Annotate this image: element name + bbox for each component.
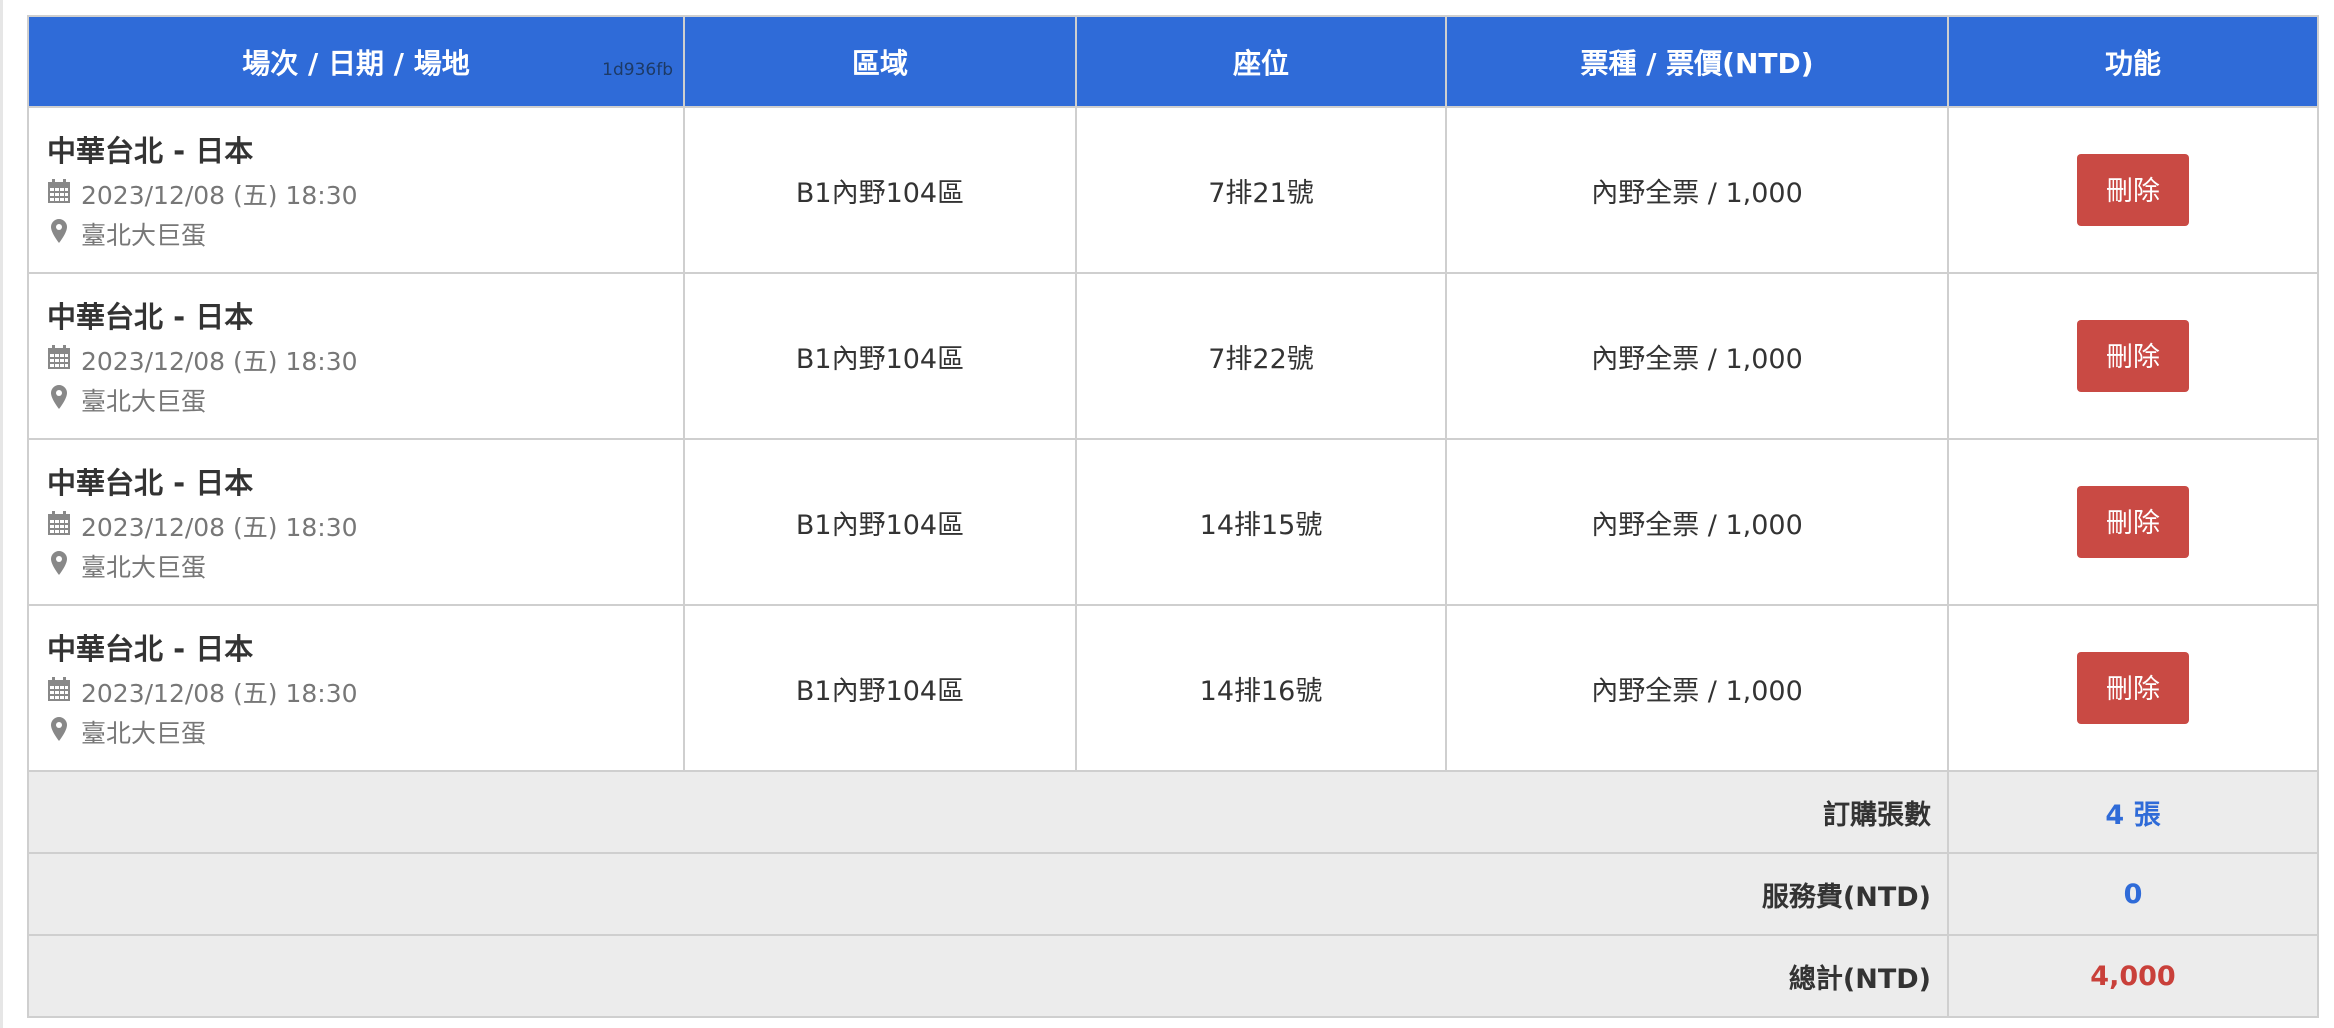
calendar-icon — [47, 676, 71, 708]
event-title: 中華台北 - 日本 — [47, 300, 254, 334]
event-cell: 中華台北 - 日本 2023/12/08 (五) 18:30 臺北大巨蛋 — [27, 604, 685, 772]
seat-cell: 7排21號 — [1075, 106, 1447, 274]
header-area: 區域 — [683, 15, 1077, 108]
event-venue: 臺北大巨蛋 — [47, 548, 682, 584]
action-cell: 刪除 — [1947, 604, 2319, 772]
header-ticket: 票種 / 票價(NTD) — [1445, 15, 1949, 108]
summary-label: 總計(NTD) — [27, 934, 1949, 1018]
event-date: 2023/12/08 (五) 18:30 — [47, 674, 682, 710]
page-left-edge — [0, 0, 3, 1028]
map-marker-icon — [47, 218, 71, 250]
seat-cell: 14排16號 — [1075, 604, 1447, 772]
ticket-cell: 內野全票 / 1,000 — [1445, 106, 1949, 274]
table-row: 中華台北 - 日本 2023/12/08 (五) 18:30 臺北大巨蛋 B1內… — [27, 106, 2319, 274]
event-title: 中華台北 - 日本 — [47, 632, 254, 666]
event-cell: 中華台北 - 日本 2023/12/08 (五) 18:30 臺北大巨蛋 — [27, 438, 685, 606]
event-date: 2023/12/08 (五) 18:30 — [47, 342, 682, 378]
summary-label: 服務費(NTD) — [27, 852, 1949, 936]
map-marker-icon — [47, 384, 71, 416]
delete-button[interactable]: 刪除 — [2077, 486, 2189, 558]
summary-label: 訂購張數 — [27, 770, 1949, 854]
event-venue-text: 臺北大巨蛋 — [81, 553, 207, 582]
event-venue: 臺北大巨蛋 — [47, 216, 682, 252]
calendar-icon — [47, 510, 71, 542]
delete-button[interactable]: 刪除 — [2077, 154, 2189, 226]
summary-value: 0 — [1947, 852, 2319, 936]
table-header: 場次 / 日期 / 場地 1d936fb 區域 座位 票種 / 票價(NTD) 功… — [27, 15, 2319, 108]
event-venue-text: 臺北大巨蛋 — [81, 719, 207, 748]
event-title: 中華台北 - 日本 — [47, 466, 254, 500]
summary-row: 訂購張數 4 張 — [27, 770, 2319, 854]
area-cell: B1內野104區 — [683, 438, 1077, 606]
event-date-text: 2023/12/08 (五) 18:30 — [81, 679, 358, 708]
header-action: 功能 — [1947, 15, 2319, 108]
delete-button[interactable]: 刪除 — [2077, 320, 2189, 392]
cart-table: 場次 / 日期 / 場地 1d936fb 區域 座位 票種 / 票價(NTD) 功… — [27, 15, 2319, 1018]
ticket-cell: 內野全票 / 1,000 — [1445, 438, 1949, 606]
ticket-cell: 內野全票 / 1,000 — [1445, 604, 1949, 772]
event-cell: 中華台北 - 日本 2023/12/08 (五) 18:30 臺北大巨蛋 — [27, 106, 685, 274]
event-venue: 臺北大巨蛋 — [47, 714, 682, 750]
table-row: 中華台北 - 日本 2023/12/08 (五) 18:30 臺北大巨蛋 B1內… — [27, 272, 2319, 440]
event-cell: 中華台北 - 日本 2023/12/08 (五) 18:30 臺北大巨蛋 — [27, 272, 685, 440]
calendar-icon — [47, 344, 71, 376]
summary-value: 4 張 — [1947, 770, 2319, 854]
header-event: 場次 / 日期 / 場地 1d936fb — [27, 15, 685, 108]
event-title: 中華台北 - 日本 — [47, 134, 254, 168]
seat-cell: 7排22號 — [1075, 272, 1447, 440]
event-date-text: 2023/12/08 (五) 18:30 — [81, 513, 358, 542]
event-venue-text: 臺北大巨蛋 — [81, 221, 207, 250]
summary-row: 總計(NTD) 4,000 — [27, 934, 2319, 1018]
delete-button[interactable]: 刪除 — [2077, 652, 2189, 724]
ticket-cell: 內野全票 / 1,000 — [1445, 272, 1949, 440]
map-marker-icon — [47, 716, 71, 748]
map-marker-icon — [47, 550, 71, 582]
table-row: 中華台北 - 日本 2023/12/08 (五) 18:30 臺北大巨蛋 B1內… — [27, 438, 2319, 606]
event-date: 2023/12/08 (五) 18:30 — [47, 508, 682, 544]
seat-cell: 14排15號 — [1075, 438, 1447, 606]
version-hash: 1d936fb — [602, 60, 673, 80]
event-date-text: 2023/12/08 (五) 18:30 — [81, 181, 358, 210]
action-cell: 刪除 — [1947, 106, 2319, 274]
summary-value: 4,000 — [1947, 934, 2319, 1018]
event-venue-text: 臺北大巨蛋 — [81, 387, 207, 416]
event-date-text: 2023/12/08 (五) 18:30 — [81, 347, 358, 376]
summary-row: 服務費(NTD) 0 — [27, 852, 2319, 936]
header-seat: 座位 — [1075, 15, 1447, 108]
action-cell: 刪除 — [1947, 272, 2319, 440]
area-cell: B1內野104區 — [683, 106, 1077, 274]
area-cell: B1內野104區 — [683, 604, 1077, 772]
header-event-label: 場次 / 日期 / 場地 — [242, 46, 470, 80]
action-cell: 刪除 — [1947, 438, 2319, 606]
table-row: 中華台北 - 日本 2023/12/08 (五) 18:30 臺北大巨蛋 B1內… — [27, 604, 2319, 772]
event-date: 2023/12/08 (五) 18:30 — [47, 176, 682, 212]
calendar-icon — [47, 178, 71, 210]
event-venue: 臺北大巨蛋 — [47, 382, 682, 418]
area-cell: B1內野104區 — [683, 272, 1077, 440]
